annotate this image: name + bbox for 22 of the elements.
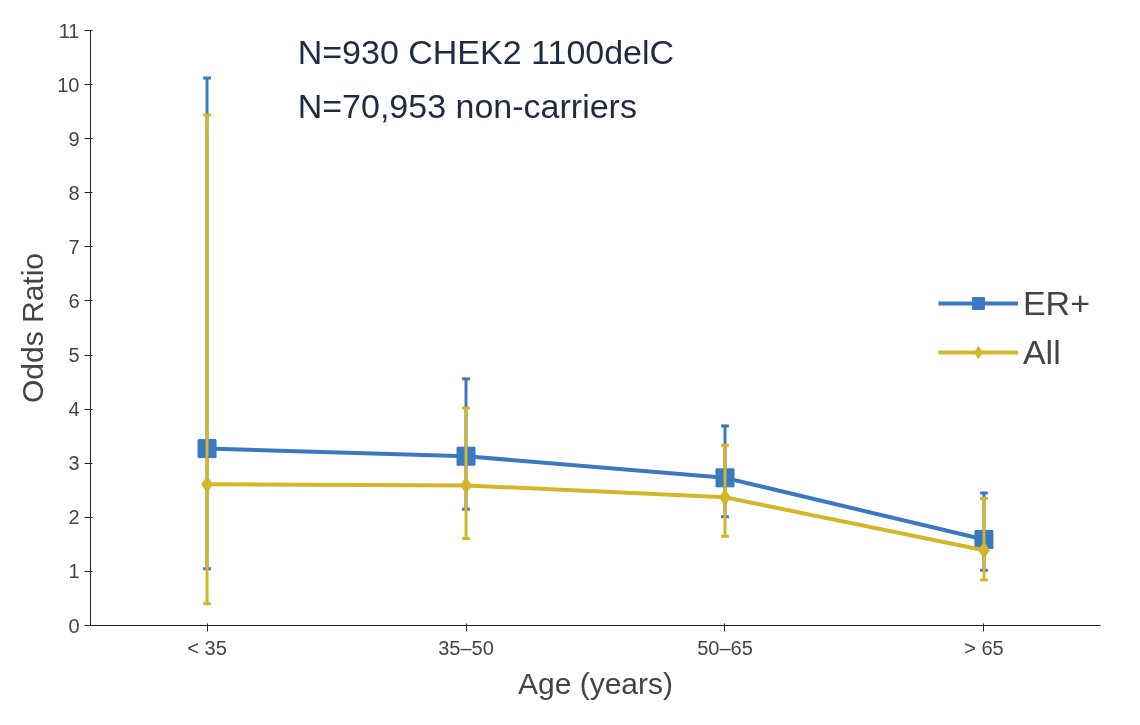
y-axis-title: Odds Ratio xyxy=(16,252,50,404)
x-axis-title: Age (years) xyxy=(517,666,674,700)
y-tick-label: 6 xyxy=(68,289,80,312)
y-tick-label: 2 xyxy=(68,506,80,529)
y-tick-label: 10 xyxy=(57,73,80,96)
y-tick-label: 0 xyxy=(68,614,80,637)
annotation: N=70,953 non-carriers xyxy=(297,87,637,126)
y-tick-label: 5 xyxy=(68,344,80,367)
y-tick-label: 11 xyxy=(58,19,80,42)
y-tick-label: 4 xyxy=(68,398,80,421)
annotation: N=930 CHEK2 1100delC xyxy=(297,33,675,72)
legend-label: All xyxy=(1022,332,1061,372)
x-tick-label: 50–65 xyxy=(697,636,753,659)
x-tick-label: > 65 xyxy=(964,636,1004,659)
y-tick-label: 7 xyxy=(68,235,80,258)
x-tick-label: 35–50 xyxy=(438,636,494,659)
y-tick-label: 3 xyxy=(68,452,80,475)
y-tick-label: 8 xyxy=(68,181,80,204)
y-tick-label: 9 xyxy=(68,127,80,150)
x-tick-label: < 35 xyxy=(187,636,227,659)
legend-label: ER+ xyxy=(1022,283,1090,323)
y-tick-label: 1 xyxy=(68,560,80,583)
